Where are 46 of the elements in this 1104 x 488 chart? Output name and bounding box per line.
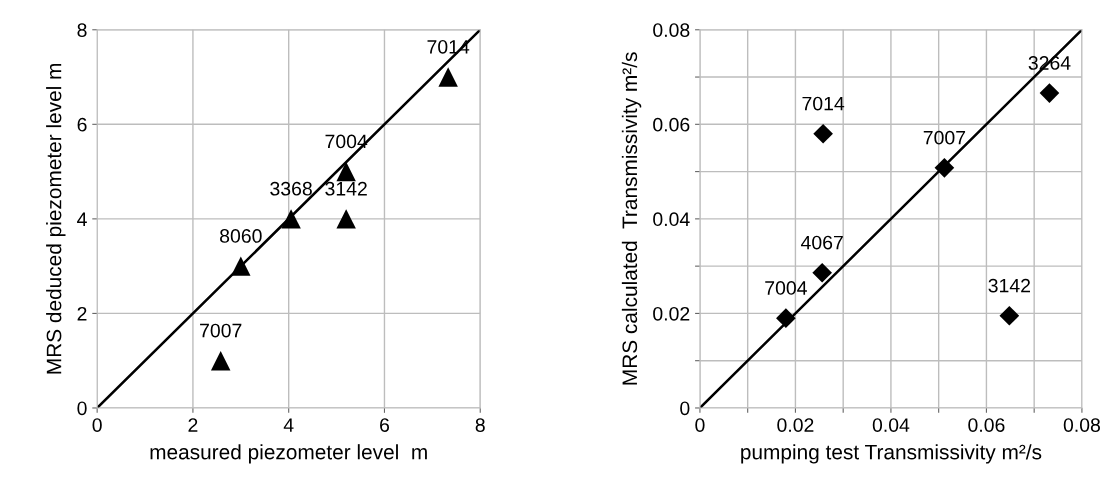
point [934,157,955,178]
annotation: 3368 [270,181,312,196]
y-tick-label: 2 [77,306,87,321]
y-tick-label: 4 [77,212,87,226]
x-tick-label: 0.04 [872,418,910,432]
annotation: 7004 [765,281,807,295]
x-axis-title: pumping test Transmissivity m²/s [741,444,1042,464]
point [231,256,251,276]
x-tick-label: 0 [695,418,705,432]
x-tick-label: 0 [92,418,102,432]
annotation: 7014 [802,96,845,111]
y-axis-title: MRS deduced piezometer level m [46,63,66,374]
y-axis-title: MRS calculated Transmissivity m²/s [621,52,642,385]
annotation: 4067 [800,235,843,250]
y-tick-label: 0 [680,401,690,416]
y-tick-label: 0.06 [653,117,690,132]
x-tick-label: 0.08 [1063,418,1100,432]
x-tick-label: 2 [188,418,198,432]
x-tick-label: 8 [475,418,485,432]
point [813,123,833,144]
point [776,308,796,328]
y-tick-label: 0.02 [653,306,690,321]
point [210,350,231,371]
y-tick-label: 0.08 [653,23,690,37]
x-axis-title: measured piezometer level m [150,444,427,464]
annotation: 8060 [220,229,262,243]
point [438,67,458,87]
point [999,305,1020,326]
annotation: 7007 [923,130,966,145]
point [812,262,832,283]
y-tick-label: 0 [77,401,87,416]
point [281,209,301,229]
point [1039,83,1060,103]
y-tick-label: 8 [77,23,87,37]
point [336,209,356,229]
annotation: 7007 [200,323,242,338]
y-tick-label: 0.04 [653,212,690,227]
x-tick-label: 0.06 [968,418,1005,432]
y-tick-label: 6 [77,117,87,132]
x-tick-label: 6 [380,418,390,432]
annotation: 7004 [325,134,368,149]
point [336,161,356,182]
x-tick-label: 0.02 [777,418,814,432]
x-tick-label: 4 [283,418,294,432]
annotation: 3142 [325,181,367,196]
annotation: 3142 [988,278,1030,293]
